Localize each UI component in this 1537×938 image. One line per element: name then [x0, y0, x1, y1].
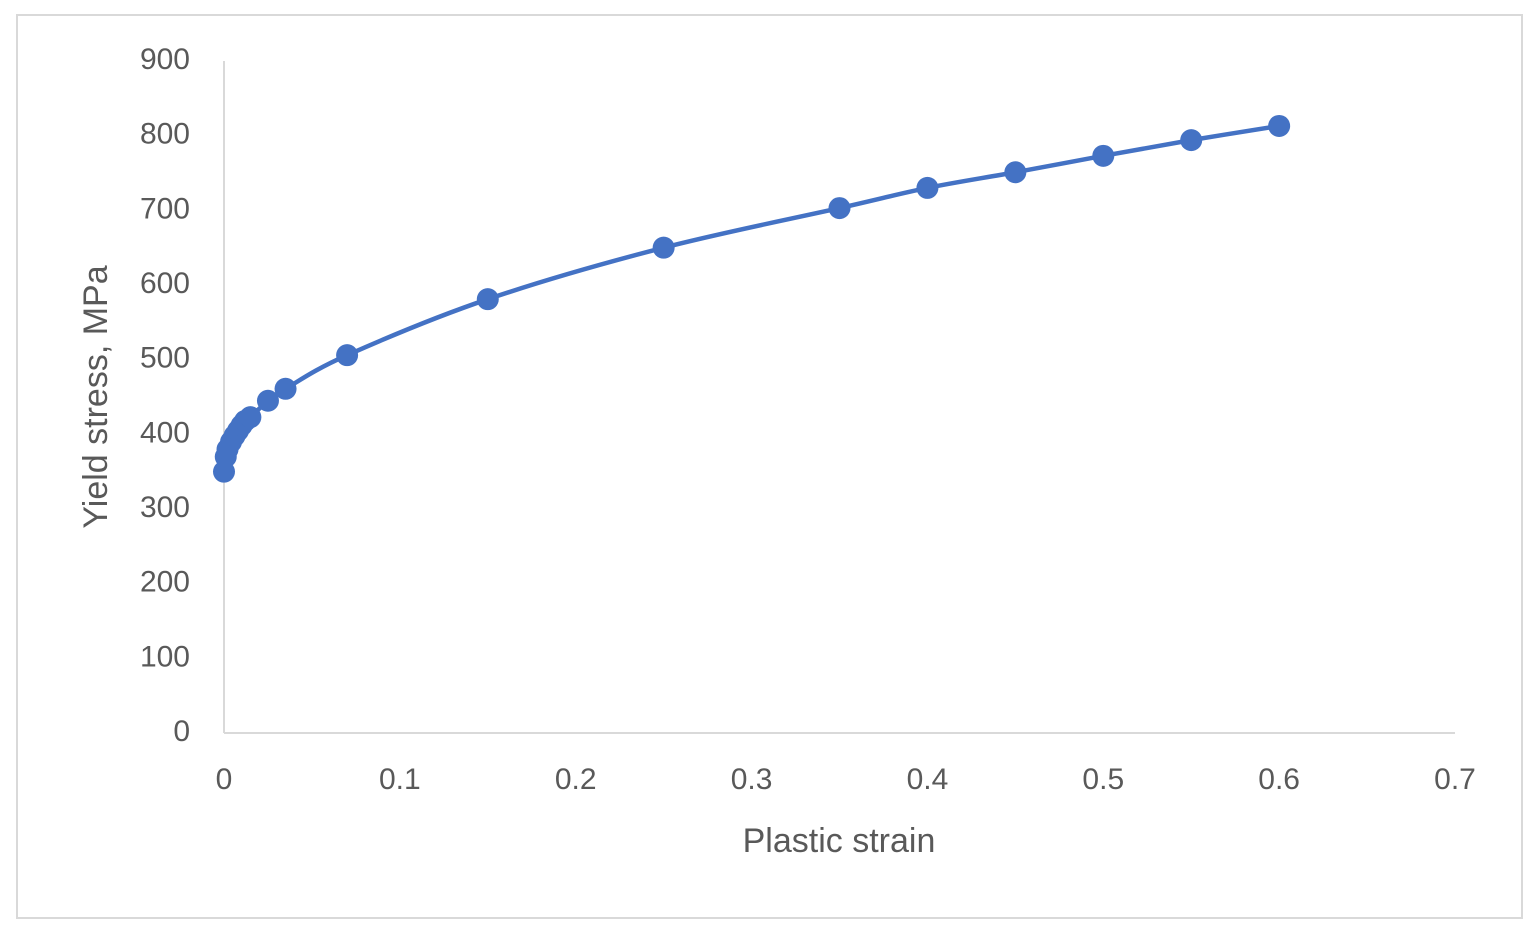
data-point [652, 236, 675, 259]
chart-frame [16, 14, 1523, 919]
data-point [1180, 129, 1203, 152]
y-tick-label: 0 [173, 715, 190, 748]
y-tick-label: 900 [140, 43, 190, 76]
x-tick-label: 0.6 [1258, 763, 1300, 796]
y-tick-label: 800 [140, 118, 190, 151]
x-tick-label: 0 [216, 763, 233, 796]
y-axis-title: Yield stress, MPa [77, 265, 115, 528]
x-tick-label: 0.4 [907, 763, 949, 796]
data-point [1268, 114, 1291, 137]
x-tick-label: 0.3 [731, 763, 773, 796]
y-tick-label: 100 [140, 640, 190, 673]
data-point [476, 288, 499, 311]
y-tick-label: 300 [140, 491, 190, 524]
data-point [1092, 144, 1115, 167]
data-point [274, 377, 297, 400]
data-point [828, 197, 851, 220]
x-tick-label: 0.1 [379, 763, 421, 796]
data-point [256, 389, 279, 412]
x-tick-label: 0.5 [1082, 763, 1124, 796]
y-tick-label: 200 [140, 566, 190, 599]
data-point [336, 344, 359, 367]
y-tick-label: 700 [140, 192, 190, 225]
x-axis-title: Plastic strain [743, 822, 936, 860]
y-tick-label: 400 [140, 416, 190, 449]
data-point [1004, 161, 1027, 184]
y-tick-label: 500 [140, 342, 190, 375]
data-point [239, 406, 262, 429]
data-point [916, 176, 939, 199]
x-tick-label: 0.2 [555, 763, 597, 796]
x-tick-label: 0.7 [1434, 763, 1476, 796]
y-tick-label: 600 [140, 267, 190, 300]
